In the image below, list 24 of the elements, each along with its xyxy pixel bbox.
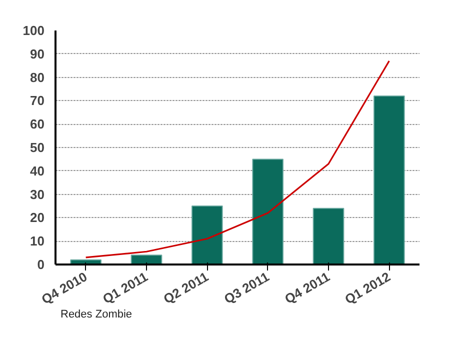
x-tick-label: Q2 2011 (160, 269, 211, 307)
y-tick-label: 80 (30, 70, 45, 85)
y-tick-label: 70 (30, 93, 45, 108)
x-tick-label: Q4 2011 (282, 269, 332, 307)
text: Redes Zombie (60, 308, 132, 320)
y-tick-label: 50 (30, 140, 45, 155)
y-tick-label: 0 (37, 257, 45, 272)
line-series (85, 60, 390, 258)
y-tick-label: 60 (30, 116, 45, 132)
y-tick-label: 40 (30, 163, 45, 178)
y-tick-label: 90 (30, 46, 45, 62)
bar (252, 158, 284, 264)
y-tick-label: 20 (30, 210, 45, 226)
y-tick-label: 30 (30, 186, 45, 202)
x-tick-label: Q3 2011 (222, 269, 272, 307)
x-tick-label: Q4 2010 (38, 269, 90, 307)
bar (312, 208, 344, 264)
y-tick-label: 10 (30, 234, 45, 249)
x-tick-label: Q1 2012 (342, 269, 393, 307)
bar (192, 206, 223, 264)
bar (130, 254, 162, 264)
x-tick-label: Q1 2011 (100, 269, 150, 307)
y-tick-label: 100 (22, 23, 45, 38)
bar (374, 96, 405, 264)
